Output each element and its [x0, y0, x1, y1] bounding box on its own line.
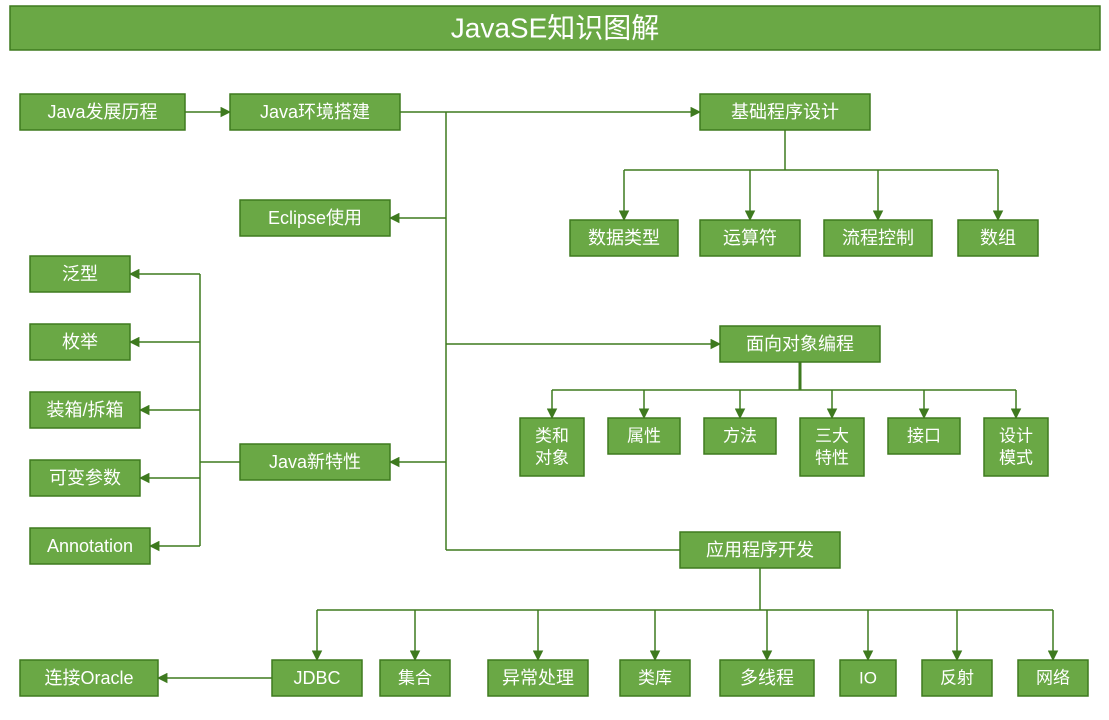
- node-exception: 异常处理: [488, 660, 588, 696]
- node-label: 流程控制: [842, 228, 914, 248]
- node-lib: 类库: [620, 660, 690, 696]
- node-label: Java发展历程: [47, 102, 157, 122]
- node-label: 多线程: [740, 668, 794, 688]
- node-oracle: 连接Oracle: [20, 660, 158, 696]
- node-basic: 基础程序设计: [700, 94, 870, 130]
- node-label: 对象: [535, 448, 569, 467]
- node-label: 数组: [980, 228, 1016, 248]
- node-label: 装箱/拆箱: [46, 400, 123, 420]
- node-label: 数据类型: [588, 228, 660, 248]
- node-label: 模式: [999, 448, 1033, 467]
- node-label: 连接Oracle: [44, 668, 133, 688]
- node-label: Annotation: [47, 536, 133, 556]
- node-label: JDBC: [293, 668, 340, 688]
- node-collection: 集合: [380, 660, 450, 696]
- node-reflect: 反射: [922, 660, 992, 696]
- node-generic: 泛型: [30, 256, 130, 292]
- node-flow: 流程控制: [824, 220, 932, 256]
- node-eclipse: Eclipse使用: [240, 200, 390, 236]
- node-label: Java环境搭建: [260, 102, 370, 122]
- node-appdev: 应用程序开发: [680, 532, 840, 568]
- node-label: 方法: [723, 426, 757, 445]
- node-varargs: 可变参数: [30, 460, 140, 496]
- node-label: 基础程序设计: [731, 102, 839, 122]
- node-env: Java环境搭建: [230, 94, 400, 130]
- node-label: 特性: [815, 448, 849, 467]
- node-interface: 接口: [888, 418, 960, 454]
- node-label: Java新特性: [269, 452, 361, 472]
- node-label: 枚举: [62, 332, 98, 352]
- node-method: 方法: [704, 418, 776, 454]
- node-label: 应用程序开发: [706, 540, 814, 560]
- node-feat3: 三大特性: [800, 418, 864, 476]
- node-label: IO: [859, 668, 877, 687]
- node-io: IO: [840, 660, 896, 696]
- node-boxing: 装箱/拆箱: [30, 392, 140, 428]
- node-history: Java发展历程: [20, 94, 185, 130]
- node-label: 反射: [940, 668, 974, 687]
- node-datatype: 数据类型: [570, 220, 678, 256]
- node-label: 面向对象编程: [746, 334, 854, 354]
- node-label: 三大: [815, 426, 849, 445]
- node-label: 集合: [398, 668, 432, 687]
- node-network: 网络: [1018, 660, 1088, 696]
- node-oop: 面向对象编程: [720, 326, 880, 362]
- title-text: JavaSE知识图解: [451, 12, 660, 43]
- node-classobj: 类和对象: [520, 418, 584, 476]
- node-label: Eclipse使用: [268, 208, 362, 228]
- node-label: 泛型: [62, 264, 98, 284]
- node-label: 设计: [999, 426, 1033, 445]
- node-thread: 多线程: [720, 660, 814, 696]
- node-jdbc: JDBC: [272, 660, 362, 696]
- node-operator: 运算符: [700, 220, 800, 256]
- node-newfeat: Java新特性: [240, 444, 390, 480]
- node-label: 类和: [535, 426, 569, 445]
- node-pattern: 设计模式: [984, 418, 1048, 476]
- node-label: 属性: [627, 426, 661, 445]
- node-label: 可变参数: [49, 468, 121, 488]
- node-label: 运算符: [723, 228, 777, 248]
- node-label: 网络: [1036, 668, 1070, 687]
- node-label: 类库: [638, 668, 672, 687]
- node-label: 接口: [907, 426, 941, 445]
- node-annotation: Annotation: [30, 528, 150, 564]
- javase-knowledge-diagram: JavaSE知识图解 Java发展历程 Java环境搭建 基础程序设计 Eclipse使…: [0, 0, 1109, 720]
- node-attr: 属性: [608, 418, 680, 454]
- node-enum: 枚举: [30, 324, 130, 360]
- node-array: 数组: [958, 220, 1038, 256]
- node-label: 异常处理: [502, 668, 574, 688]
